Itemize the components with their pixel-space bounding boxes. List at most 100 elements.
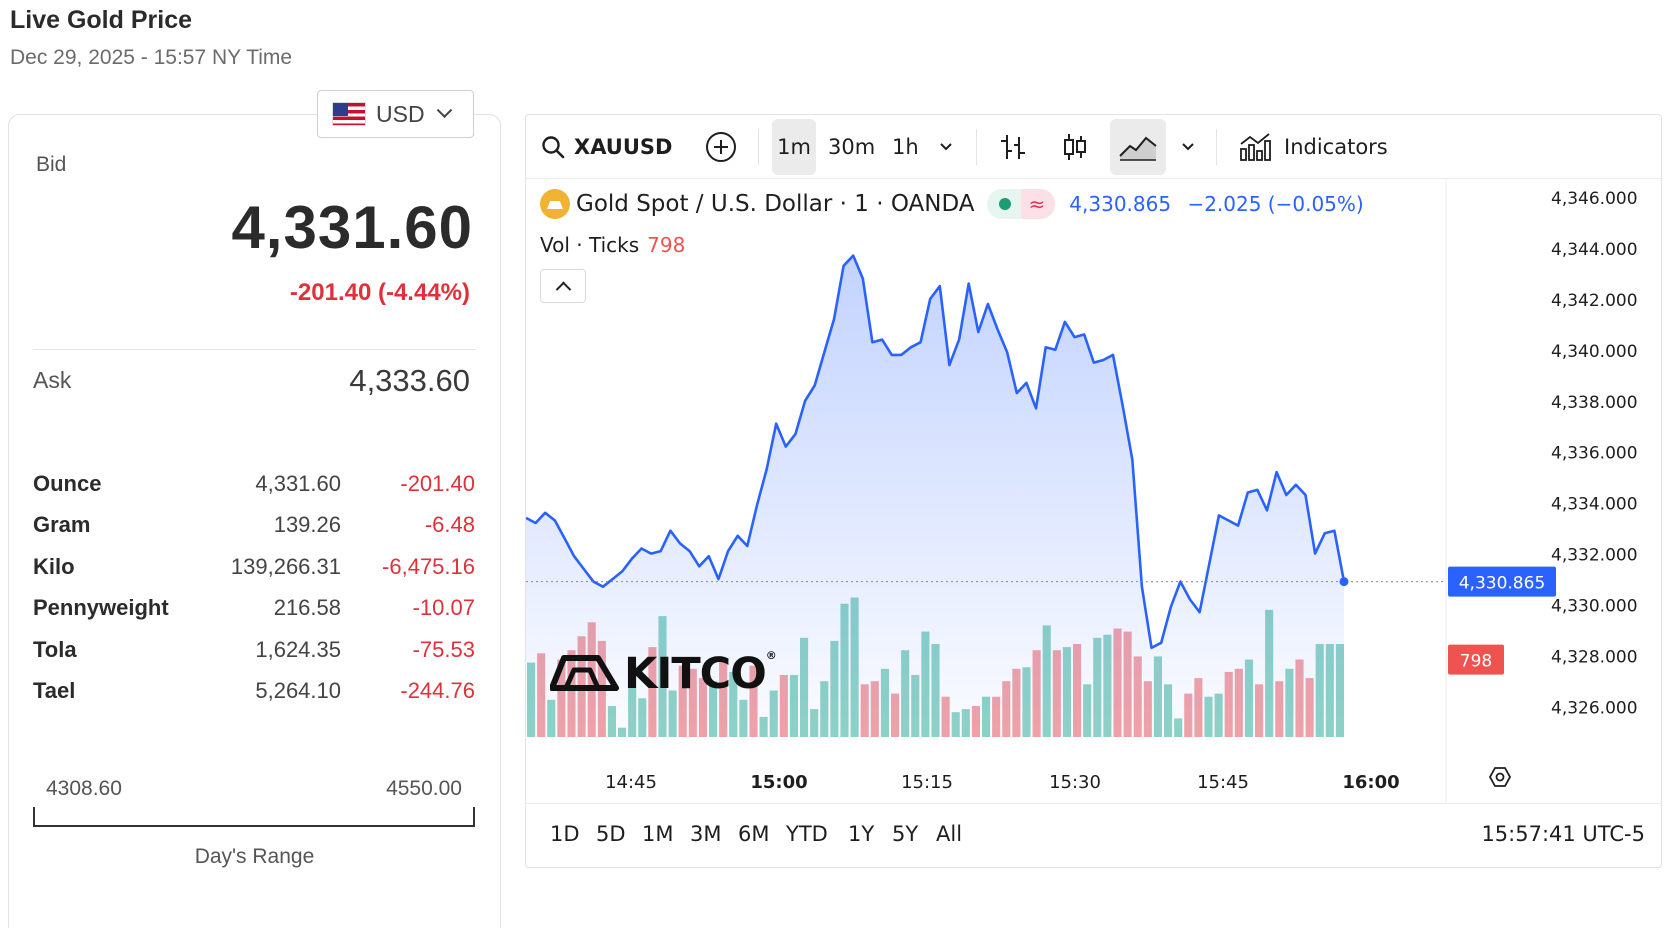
chart-widget: XAUUSD 1m 30m 1h bbox=[525, 114, 1662, 868]
volume-badge bbox=[1448, 644, 1504, 675]
volume-value: 798 bbox=[647, 233, 686, 257]
x-tick-label: 14:45 bbox=[605, 772, 657, 793]
x-tick-label: 16:00 bbox=[1342, 772, 1399, 793]
day-range-bar bbox=[33, 807, 475, 827]
unit-price: 216.58 bbox=[273, 595, 341, 621]
bid-price: 4,331.60 bbox=[231, 194, 473, 261]
legend-change: −2.025 (−0.05%) bbox=[1187, 192, 1364, 216]
toolbar-separator bbox=[758, 129, 759, 165]
unit-name: Gram bbox=[33, 512, 91, 538]
volume-label: Vol · Ticks bbox=[540, 233, 640, 257]
range-5d-button[interactable]: 5D bbox=[596, 822, 626, 846]
day-range-low: 4308.60 bbox=[46, 777, 122, 800]
unit-row-ounce: Ounce 4,331.60 -201.40 bbox=[33, 467, 475, 508]
unit-row-pennyweight: Pennyweight 216.58 -10.07 bbox=[33, 591, 475, 632]
gold-icon bbox=[540, 189, 570, 219]
last-price-badge-text: 4,330.865 bbox=[1459, 574, 1546, 594]
settings-icon-center bbox=[1495, 772, 1505, 782]
y-tick-label: 4,328.000 bbox=[1551, 647, 1638, 667]
market-status-pill[interactable]: ≈ bbox=[986, 189, 1056, 219]
volume-legend: Vol · Ticks 798 bbox=[540, 233, 685, 257]
add-circle-icon bbox=[706, 132, 736, 162]
collapse-legend-button[interactable] bbox=[540, 269, 586, 303]
ask-price: 4,333.60 bbox=[349, 363, 470, 398]
chevron-down-icon bbox=[436, 101, 452, 118]
day-range-label: Day's Range bbox=[194, 845, 315, 868]
y-tick-label: 4,330.000 bbox=[1551, 597, 1638, 617]
kitco-watermark: KITCO® bbox=[550, 649, 777, 699]
bars-icon bbox=[1001, 135, 1025, 159]
indicators-label: Indicators bbox=[1284, 135, 1388, 159]
indicators-icon bbox=[1240, 133, 1271, 161]
chevron-down-icon bbox=[1182, 143, 1194, 151]
unit-change: -244.76 bbox=[400, 677, 475, 703]
unit-table: Ounce 4,331.60 -201.40 Gram 139.26 -6.48… bbox=[33, 467, 475, 715]
candles-icon bbox=[1064, 134, 1086, 160]
range-1m-button[interactable]: 1M bbox=[642, 822, 674, 846]
search-icon bbox=[542, 136, 565, 159]
range-3m-button[interactable]: 3M bbox=[690, 822, 722, 846]
interval-30m[interactable]: 30m bbox=[828, 135, 876, 159]
price-chart[interactable]: 4,346.000 4,344.000 4,342.000 4,340.000 4,33… bbox=[526, 179, 1662, 803]
range-bar: 1D 5D 1M 3M 6M YTD 1Y 5Y All 15:57:41 UT… bbox=[526, 803, 1661, 867]
page-title: Live Gold Price bbox=[10, 6, 193, 34]
bid-label: Bid bbox=[36, 153, 67, 176]
unit-name: Tael bbox=[33, 677, 76, 703]
divider bbox=[33, 349, 476, 350]
chevron-down-icon bbox=[940, 143, 952, 151]
last-price-badge bbox=[1448, 566, 1556, 597]
range-ytd-button[interactable]: YTD bbox=[786, 822, 828, 846]
symbol-label: XAUUSD bbox=[574, 135, 673, 159]
x-tick-label: 15:30 bbox=[1049, 772, 1101, 793]
toolbar-separator bbox=[1216, 129, 1217, 165]
unit-row-tael: Tael 5,264.10 -244.76 bbox=[33, 674, 475, 715]
indicators-button[interactable]: Indicators bbox=[1238, 119, 1388, 175]
unit-price: 1,624.35 bbox=[255, 636, 341, 662]
y-tick-label: 4,340.000 bbox=[1551, 342, 1638, 362]
currency-select[interactable]: USD bbox=[317, 90, 474, 138]
unit-name: Kilo bbox=[33, 553, 75, 579]
bar-style-button[interactable] bbox=[998, 119, 1028, 175]
ask-label: Ask bbox=[33, 367, 72, 393]
day-range-high: 4550.00 bbox=[386, 777, 462, 800]
legend-price: 4,330.865 bbox=[1069, 192, 1172, 216]
range-1d-button[interactable]: 1D bbox=[550, 822, 580, 846]
y-tick-label: 4,342.000 bbox=[1551, 291, 1638, 311]
unit-price: 5,264.10 bbox=[255, 677, 341, 703]
interval-menu-button[interactable] bbox=[936, 119, 956, 175]
interval-1m[interactable]: 1m bbox=[772, 119, 816, 175]
unit-change: -201.40 bbox=[400, 471, 475, 496]
bid-change: -201.40 (-4.44%) bbox=[289, 279, 470, 306]
chart-style-menu-button[interactable] bbox=[1178, 119, 1198, 175]
area-chart-icon bbox=[1119, 136, 1157, 161]
unit-row-gram: Gram 139.26 -6.48 bbox=[33, 508, 475, 549]
range-6m-button[interactable]: 6M bbox=[738, 822, 770, 846]
y-tick-label: 4,332.000 bbox=[1551, 546, 1638, 566]
chart-legend: Gold Spot / U.S. Dollar · 1 · OANDA ≈ 4,… bbox=[540, 189, 1374, 219]
y-tick-label: 4,344.000 bbox=[1551, 240, 1638, 260]
kitco-logo-icon bbox=[550, 655, 619, 691]
toolbar-separator bbox=[976, 129, 977, 165]
unit-name: Tola bbox=[33, 636, 77, 662]
y-tick-label: 4,338.000 bbox=[1551, 393, 1638, 413]
price-area bbox=[526, 255, 1344, 737]
compare-button[interactable] bbox=[704, 119, 738, 175]
y-tick-label: 4,336.000 bbox=[1551, 444, 1638, 464]
candle-style-button[interactable] bbox=[1060, 119, 1090, 175]
y-tick-label: 4,334.000 bbox=[1551, 495, 1638, 515]
x-tick-label: 15:00 bbox=[750, 772, 807, 793]
delayed-data-icon: ≈ bbox=[1020, 189, 1056, 219]
x-tick-label: 15:45 bbox=[1197, 772, 1249, 793]
us-flag-icon bbox=[332, 102, 366, 126]
range-5y-button[interactable]: 5Y bbox=[892, 822, 919, 846]
unit-row-tola: Tola 1,624.35 -75.53 bbox=[33, 633, 475, 674]
interval-1h[interactable]: 1h bbox=[892, 135, 919, 159]
symbol-search[interactable]: XAUUSD bbox=[540, 119, 672, 175]
range-all-button[interactable]: All bbox=[936, 822, 963, 846]
area-style-button[interactable] bbox=[1110, 119, 1166, 175]
volume-badge-text: 798 bbox=[1460, 652, 1492, 672]
page-subtitle: Dec 29, 2025 - 15:57 NY Time bbox=[10, 46, 293, 69]
range-1y-button[interactable]: 1Y bbox=[848, 822, 875, 846]
currency-label: USD bbox=[376, 100, 425, 127]
unit-name: Pennyweight bbox=[33, 595, 169, 621]
